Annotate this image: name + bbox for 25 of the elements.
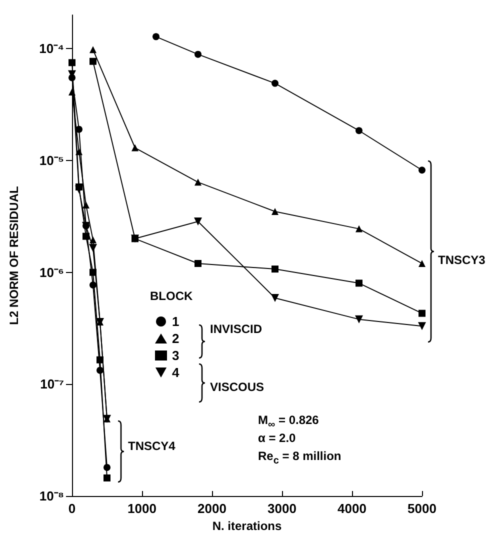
x-tick-label: 0 [68,501,76,516]
legend-label: 3 [172,348,180,363]
legend-title: BLOCK [150,289,193,303]
x-tick-label: 2000 [198,501,226,516]
legend-label: 2 [172,331,180,346]
annotation: VISCOUS [210,380,264,394]
x-axis-title: N. iterations [212,519,282,533]
y-tick-label: 10⁻⁸ [39,488,64,504]
annotation: INVISCID [210,322,262,336]
annotation: TNSCY4 [128,439,176,453]
y-tick-label: 10⁻⁴ [39,41,64,56]
x-tick-label: 1000 [128,501,156,516]
annotation: M$_{∞}$ = 0.826 [258,413,319,432]
y-tick-label: 10⁻⁷ [40,376,64,392]
annotation: Re$_{c}$ = 8 million [258,449,342,468]
x-tick-label: 3000 [268,501,296,516]
x-tick-label: 5000 [408,501,436,516]
x-tick-label: 4000 [338,501,366,516]
annotation: α = 2.0 [258,431,296,445]
y-tick-label: 10⁻⁵ [39,153,64,168]
legend-label: 4 [172,365,180,380]
legend-label: 1 [172,314,180,329]
y-axis-title: L2 NORM OF RESIDUAL [7,186,21,325]
y-tick-label: 10⁻⁶ [40,264,64,280]
text: TNSCY3 [438,253,486,267]
